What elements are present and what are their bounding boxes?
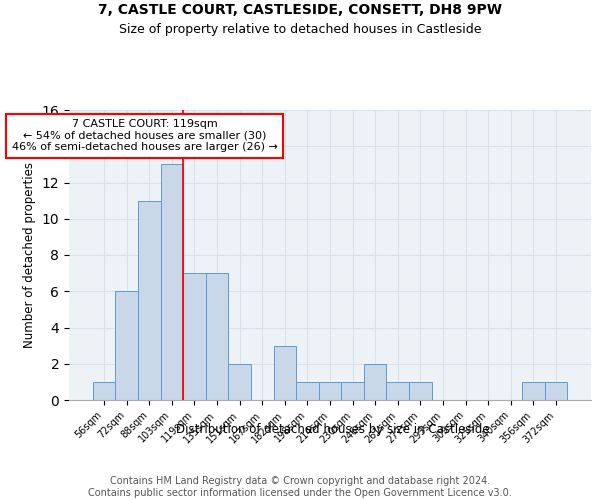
Bar: [319, 382, 341, 400]
Text: 7, CASTLE COURT, CASTLESIDE, CONSETT, DH8 9PW: 7, CASTLE COURT, CASTLESIDE, CONSETT, DH…: [98, 2, 502, 16]
Bar: [274, 346, 296, 400]
Bar: [522, 382, 545, 400]
Y-axis label: Number of detached properties: Number of detached properties: [23, 162, 36, 348]
Bar: [341, 382, 364, 400]
Bar: [409, 382, 431, 400]
Bar: [138, 200, 161, 400]
Text: Contains HM Land Registry data © Crown copyright and database right 2024.
Contai: Contains HM Land Registry data © Crown c…: [88, 476, 512, 498]
Bar: [161, 164, 183, 400]
Bar: [115, 291, 138, 400]
Bar: [364, 364, 386, 400]
Bar: [545, 382, 567, 400]
Bar: [386, 382, 409, 400]
Bar: [93, 382, 115, 400]
Bar: [206, 273, 229, 400]
Text: Distribution of detached houses by size in Castleside: Distribution of detached houses by size …: [176, 422, 490, 436]
Text: 7 CASTLE COURT: 119sqm
← 54% of detached houses are smaller (30)
46% of semi-det: 7 CASTLE COURT: 119sqm ← 54% of detached…: [12, 119, 278, 152]
Bar: [296, 382, 319, 400]
Text: Size of property relative to detached houses in Castleside: Size of property relative to detached ho…: [119, 22, 481, 36]
Bar: [229, 364, 251, 400]
Bar: [183, 273, 206, 400]
